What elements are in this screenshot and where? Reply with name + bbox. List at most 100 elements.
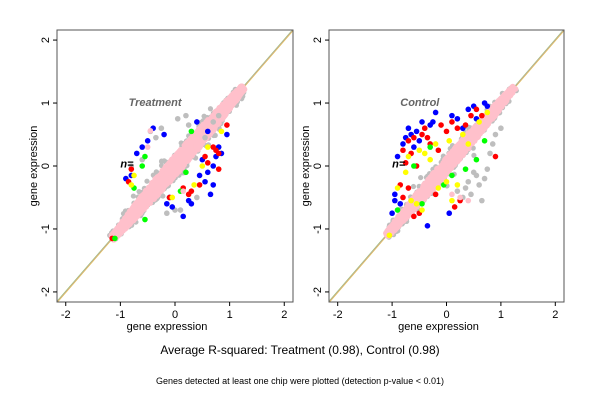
data-point <box>158 125 165 132</box>
data-point <box>454 115 461 122</box>
data-point <box>180 188 186 194</box>
core-point <box>176 163 183 170</box>
core-point <box>149 181 156 188</box>
core-point <box>128 219 134 226</box>
data-point <box>153 134 159 141</box>
data-point <box>215 112 222 119</box>
data-point <box>473 172 480 179</box>
data-point <box>419 207 425 213</box>
data-point <box>465 106 472 113</box>
data-point <box>394 185 401 191</box>
data-point <box>416 138 423 144</box>
data-point <box>386 232 393 239</box>
core-point <box>485 115 492 122</box>
data-point <box>476 182 482 188</box>
core-point <box>480 122 487 128</box>
data-point <box>400 194 406 201</box>
core-point <box>435 174 441 180</box>
x-tick-label: 1 <box>227 309 233 321</box>
core-point <box>159 170 165 176</box>
data-point <box>484 109 491 116</box>
y-tick-label: 0 <box>40 163 52 169</box>
x-tick-label: 2 <box>552 309 558 321</box>
y-tick-label: -2 <box>40 287 52 297</box>
data-point <box>142 153 148 160</box>
core-point <box>448 163 455 169</box>
series-pink <box>144 127 186 194</box>
data-point <box>204 169 211 176</box>
data-point <box>191 182 197 188</box>
data-point <box>465 141 472 147</box>
series-pink <box>449 191 472 204</box>
data-point <box>457 194 463 201</box>
data-point <box>432 191 439 198</box>
core-point <box>181 142 188 149</box>
core-point <box>434 166 440 172</box>
data-point <box>498 125 504 132</box>
core-point <box>167 161 174 168</box>
y-tick-label: 1 <box>312 100 324 106</box>
data-point <box>427 144 433 150</box>
core-point <box>148 192 155 198</box>
data-point <box>462 122 469 128</box>
data-point <box>449 119 455 125</box>
data-point <box>144 138 151 144</box>
core-point <box>425 176 431 183</box>
core-point <box>122 221 128 228</box>
data-point <box>164 200 170 207</box>
core-point <box>154 182 161 188</box>
data-point <box>489 141 496 147</box>
data-point <box>204 128 211 135</box>
data-point <box>462 185 469 191</box>
core-point <box>227 104 233 110</box>
core-point <box>129 214 136 220</box>
plot-area <box>57 30 293 302</box>
core-point <box>455 153 462 159</box>
x-axis-label: gene expression <box>398 321 479 333</box>
data-point <box>432 141 439 147</box>
core-point <box>508 86 515 93</box>
core-point <box>220 112 227 119</box>
core-point <box>185 140 192 146</box>
data-point <box>188 128 195 135</box>
data-point <box>394 153 401 160</box>
halo-point <box>201 113 207 119</box>
x-tick-label: 0 <box>443 309 449 321</box>
halo-point <box>161 158 167 164</box>
core-point <box>421 187 427 194</box>
plot-area <box>329 30 564 302</box>
data-point <box>487 150 493 157</box>
data-point <box>180 213 186 220</box>
n-count-label: n= <box>120 158 134 170</box>
data-point <box>446 138 453 144</box>
core-point <box>239 87 246 93</box>
data-point <box>460 131 466 138</box>
core-point <box>179 151 186 157</box>
data-point <box>202 178 208 185</box>
data-point <box>392 197 398 204</box>
data-point <box>451 204 458 210</box>
core-point <box>441 162 447 169</box>
core-point <box>171 153 178 160</box>
data-point <box>405 185 412 191</box>
core-point <box>120 226 126 233</box>
data-point <box>147 127 154 134</box>
core-point <box>164 166 171 172</box>
data-point <box>202 134 208 141</box>
series-yellow <box>386 109 491 239</box>
data-point <box>405 125 412 132</box>
data-point <box>402 160 409 166</box>
core-point <box>223 108 229 115</box>
core-point <box>501 97 507 103</box>
data-point <box>408 197 414 204</box>
core-point <box>425 188 432 195</box>
data-point <box>164 210 170 217</box>
data-point <box>204 160 211 166</box>
data-point <box>411 144 417 150</box>
core-point <box>142 188 149 194</box>
panel-control: n= Control -2 -1 0 1 2 -2 -1 0 1 2 gene expression ge… <box>300 29 565 333</box>
core-point <box>113 231 119 237</box>
data-point <box>169 194 176 201</box>
data-point <box>112 235 118 242</box>
